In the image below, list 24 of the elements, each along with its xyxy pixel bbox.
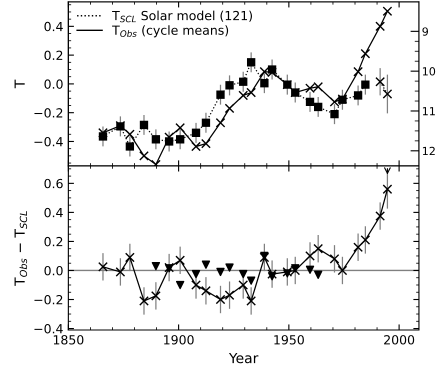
y-tick-label: 0.4 (44, 208, 63, 218)
x-tick-label: 1900 (164, 335, 194, 345)
y-tick-label: 0.0 (44, 79, 63, 89)
y2-tick-label: 9 (422, 27, 428, 36)
y-tick-label: −0.2 (34, 294, 62, 304)
y-tick-label: 0.4 (44, 22, 63, 32)
x-tick-label: 1850 (54, 335, 84, 345)
y-tick-label: 0.6 (44, 178, 63, 188)
x-tick-label: 1950 (274, 335, 304, 345)
x-tick-label: 2000 (384, 335, 414, 345)
y-tick-label: 0.2 (44, 236, 62, 246)
y-axis-title: T$_{Obs}$ − T$_{SCL}$ (14, 211, 28, 286)
y2-tick-label: 10 (422, 67, 436, 76)
y-tick-label: −0.2 (34, 108, 62, 118)
legend-label: T$_{Obs}$ (cycle means) (112, 25, 228, 38)
y-axis-title: T (14, 80, 25, 88)
y-tick-label: 0.2 (44, 50, 62, 60)
y-tick-label: 0.0 (44, 266, 63, 276)
y2-tick-label: 11 (422, 107, 435, 116)
y-tick-label: −0.4 (34, 136, 63, 146)
x-axis-title: Year (228, 352, 258, 364)
y2-tick-label: 12 (422, 146, 435, 156)
y-tick-label: −0.4 (34, 324, 63, 334)
legend-label: T$_{SCL}$ Solar model (121) (112, 10, 252, 22)
